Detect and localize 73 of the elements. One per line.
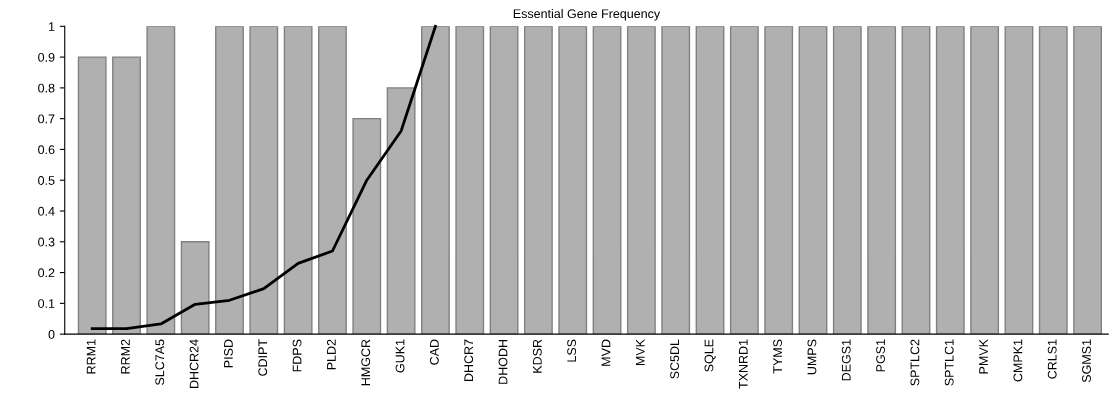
x-tick-label: CAD: [429, 339, 439, 365]
x-tick-label: TXNRD1: [738, 339, 748, 389]
y-tick-label: 0.6: [38, 145, 55, 155]
bar: [1073, 26, 1103, 335]
x-tick-label: DHCR24: [189, 339, 199, 388]
y-tick-label: 0: [48, 329, 55, 339]
bar: [318, 26, 347, 335]
bar: [935, 26, 965, 335]
bar: [832, 26, 862, 335]
bar: [249, 26, 279, 335]
bar: [77, 56, 107, 335]
chart-title: Essential Gene Frequency: [513, 8, 661, 21]
y-tick-label: 0.7: [38, 114, 55, 124]
bar: [798, 26, 828, 335]
x-tick-label: MVK: [636, 339, 645, 366]
bar: [558, 26, 588, 335]
x-tick-label: RRM1: [86, 339, 96, 374]
bar: [764, 26, 794, 335]
bar: [421, 26, 450, 335]
x-tick-label: DHODH: [498, 340, 508, 384]
x-tick-label: HMGCR: [361, 339, 371, 386]
y-tick-label: 0.2: [38, 268, 55, 278]
bar: [661, 26, 691, 335]
y-tick-label: 0.1: [38, 299, 55, 308]
bar: [729, 26, 759, 335]
bar: [386, 87, 416, 335]
x-tick-label: TYMS: [773, 339, 783, 374]
bar: [352, 117, 382, 335]
bar: [215, 26, 244, 335]
bar: [1004, 26, 1034, 335]
bar: [867, 26, 897, 335]
bar: [970, 26, 1000, 335]
y-tick-label: 0.3: [38, 237, 55, 247]
y-tick-label: 0.4: [38, 206, 55, 216]
x-tick-label: CRLS1: [1047, 339, 1057, 379]
bar: [592, 26, 622, 335]
x-tick-label: SGMS1: [1082, 339, 1091, 383]
x-tick-label: KDSR: [532, 339, 542, 373]
x-tick-label: DEGS1: [841, 339, 851, 381]
x-tick-label: GUK1: [395, 339, 405, 373]
x-tick-label: LSS: [567, 339, 577, 362]
x-tick-label: PGS1: [876, 339, 885, 372]
bar: [626, 26, 656, 335]
y-tick-label: 1: [49, 22, 55, 31]
x-tick-label: FDPS: [292, 339, 302, 372]
bar: [112, 56, 141, 335]
bar: [1038, 26, 1068, 335]
x-tick-label: SLC7A5: [155, 339, 165, 385]
y-tick-label: 0.5: [38, 176, 55, 185]
bar: [283, 26, 313, 335]
bar: [455, 26, 485, 335]
x-tick-label: UMPS: [807, 339, 817, 375]
x-tick-label: PLD2: [326, 339, 336, 370]
x-tick-label: CMPK1: [1013, 339, 1023, 382]
x-tick-label: PMVK: [979, 339, 988, 374]
bar: [489, 26, 519, 335]
x-tick-label: SC5DL: [670, 339, 680, 379]
bar: [180, 241, 210, 335]
x-tick-label: SQLE: [704, 339, 716, 372]
x-tick-label: MVD: [601, 339, 611, 366]
x-tick-label: DHCR7: [464, 339, 474, 382]
line-series: [90, 24, 437, 330]
bar: [146, 26, 176, 335]
x-tick-label: CDIPT: [258, 339, 268, 376]
bar: [901, 26, 931, 335]
x-tick-label: RRM2: [121, 339, 130, 374]
bar: [523, 26, 553, 335]
bar: [695, 26, 725, 335]
y-tick-label: 0.8: [38, 83, 55, 93]
x-tick-label: PISD: [223, 339, 233, 368]
x-tick-label: SPTLC1: [944, 339, 954, 386]
x-tick-label: SPTLC2: [910, 339, 920, 386]
y-tick-label: 0.9: [38, 52, 55, 62]
